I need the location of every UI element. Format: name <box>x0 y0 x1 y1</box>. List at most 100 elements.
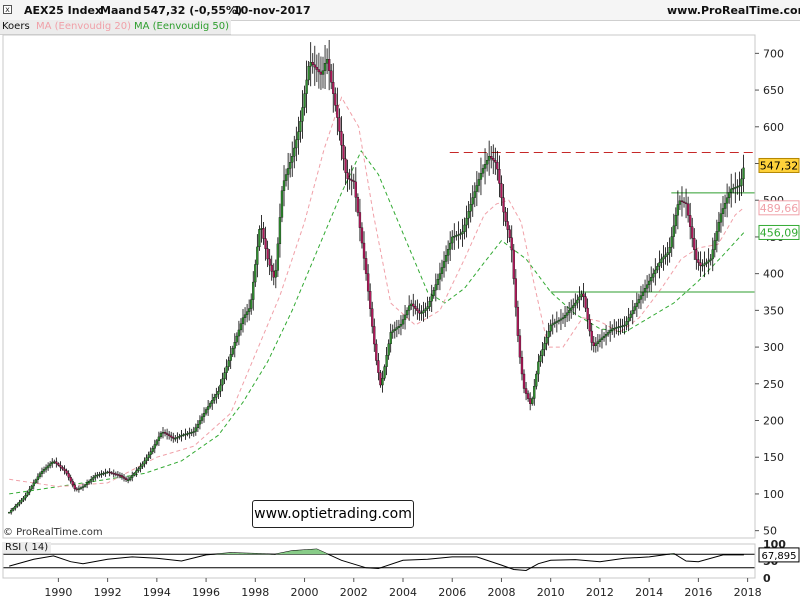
legend-koers[interactable]: Koers <box>2 21 30 32</box>
x-tick-label: 2006 <box>438 586 466 599</box>
candle-body <box>652 273 655 278</box>
candle-body <box>229 354 232 361</box>
candle-body <box>371 308 374 327</box>
candle-body <box>126 479 130 481</box>
candle-body <box>514 278 517 308</box>
y-tick-label: 550 <box>763 158 784 171</box>
candle-body <box>563 315 567 318</box>
candle-body <box>73 484 76 489</box>
candle-body <box>627 317 630 322</box>
candle-body <box>92 477 95 480</box>
candle-body <box>725 197 729 204</box>
candle-body <box>313 64 316 68</box>
candle-body <box>215 394 218 398</box>
x-tick-label: 1992 <box>94 586 122 599</box>
candle-body <box>8 512 11 514</box>
candle-body <box>258 229 261 248</box>
candle-body <box>81 486 85 488</box>
copyright-label: © ProRealTime.com <box>3 527 103 538</box>
candle-body <box>674 215 677 227</box>
candle-body <box>713 240 716 250</box>
x-tick-label: 2010 <box>537 586 565 599</box>
candle-body <box>676 204 680 216</box>
candle-body <box>498 169 501 184</box>
candle-body <box>190 431 193 434</box>
candle-body <box>256 246 259 265</box>
candle-body <box>424 308 427 311</box>
candle-body <box>633 306 636 311</box>
candle-body <box>492 158 495 161</box>
candle-body <box>309 62 312 67</box>
candle-body <box>85 482 89 485</box>
candle-body <box>328 59 331 71</box>
candle-body <box>399 323 403 327</box>
y-tick-label: 300 <box>763 341 784 354</box>
candle-body <box>551 323 554 326</box>
candle-body <box>131 475 134 478</box>
close-icon[interactable]: x <box>3 5 12 14</box>
candle-body <box>711 249 714 260</box>
candle-body <box>549 324 552 332</box>
candle-body <box>358 212 362 228</box>
candle-body <box>401 319 405 325</box>
candle-body <box>496 162 499 170</box>
candle-body <box>483 164 487 169</box>
candle-body <box>383 366 386 379</box>
candle-body <box>53 461 56 463</box>
last-price-change: 547,32 (-0,55%) <box>143 4 243 17</box>
legend-ma20[interactable]: MA (Eenvoudig 20) <box>36 21 132 32</box>
candle-body <box>678 200 682 205</box>
candle-body <box>79 487 83 489</box>
candle-body <box>590 330 593 343</box>
candle-body <box>670 236 673 248</box>
candle-body <box>163 432 167 434</box>
candle-body <box>446 249 450 256</box>
candle-body <box>611 328 614 331</box>
candle-body <box>416 308 419 311</box>
candle-body <box>264 238 267 249</box>
candle-body <box>145 457 148 462</box>
candle-body <box>139 466 142 469</box>
y-tick-label: 400 <box>763 268 784 281</box>
candle-body <box>691 226 694 239</box>
candle-body <box>619 326 622 328</box>
candle-body <box>317 69 321 73</box>
y-tick-label: 500 <box>763 194 784 207</box>
candle-body <box>701 264 704 267</box>
candle-body <box>485 160 489 165</box>
candle-body <box>71 480 74 486</box>
candle-body <box>325 59 329 64</box>
x-tick-label: 2014 <box>635 586 663 599</box>
candle-body <box>588 319 591 332</box>
candle-body <box>596 341 600 344</box>
candle-body <box>295 139 298 149</box>
candle-body <box>20 499 23 503</box>
candle-body <box>88 480 91 484</box>
candle-body <box>30 485 33 490</box>
candle-body <box>182 434 185 436</box>
candle-body <box>24 495 27 499</box>
candle-body <box>541 349 544 356</box>
rsi-overbought-fill <box>214 549 328 555</box>
candle-body <box>682 201 686 204</box>
candle-body <box>159 432 163 438</box>
candle-body <box>403 314 407 320</box>
candle-body <box>90 479 93 482</box>
candle-body <box>274 270 277 278</box>
candle-body <box>36 476 40 481</box>
candle-body <box>375 343 378 361</box>
legend-ma50[interactable]: MA (Eenvoudig 50) <box>134 21 230 32</box>
candle-body <box>120 475 124 478</box>
candle-body <box>451 236 454 244</box>
candle-body <box>672 225 675 237</box>
candle-body <box>463 224 466 233</box>
candle-body <box>350 179 353 181</box>
candle-body <box>49 463 52 466</box>
candle-body <box>67 473 70 478</box>
candle-body <box>282 180 286 191</box>
candle-body <box>354 181 357 198</box>
candle-body <box>543 343 546 350</box>
candle-body <box>455 235 458 237</box>
candle-body <box>301 107 304 122</box>
candle-body <box>418 310 421 314</box>
